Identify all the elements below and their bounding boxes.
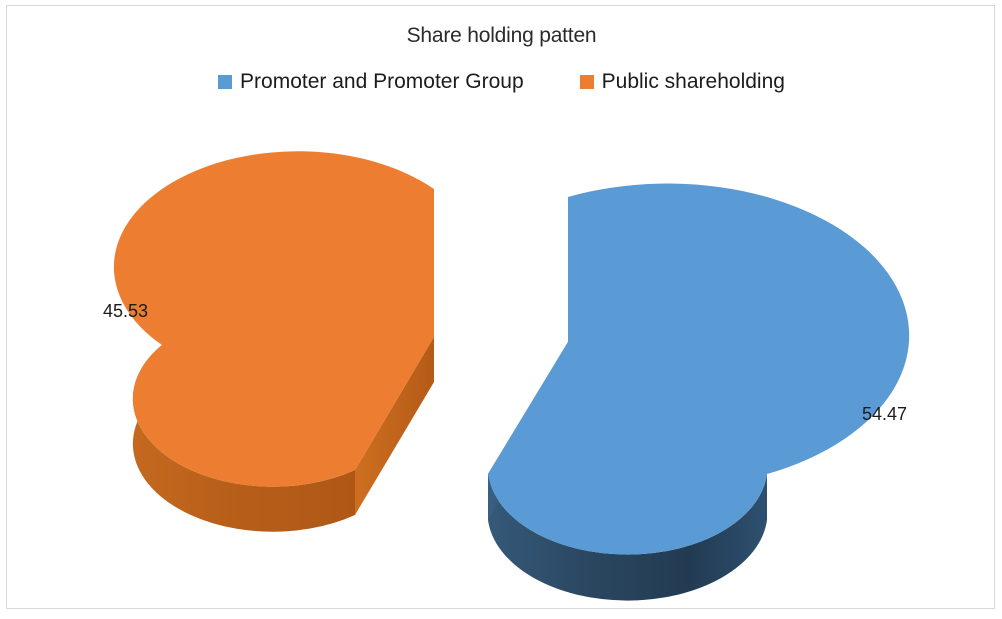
legend-swatch-icon [579,75,594,89]
pie-slice-side-promoter [488,474,767,601]
pie-slice-public-shareholding[interactable] [113,151,435,532]
legend-item-promoter[interactable]: Promoter and Promoter Group [218,70,524,94]
legend-swatch-icon [218,75,233,89]
pie-slice-promoter-group[interactable] [488,183,910,601]
chart-legend: Promoter and Promoter Group Public share… [7,70,996,94]
pie-plot-area: 45.53 54.47 [103,151,910,601]
data-label-public-shareholding: 45.53 [103,301,148,321]
chart-frame: Share holding patten Promoter and Promot… [6,5,995,609]
legend-item-label: Public shareholding [601,70,785,93]
data-label-promoter-group: 54.47 [862,404,907,424]
pie-slice-top-promoter [488,183,910,555]
pie-slice-cut-face-public [355,337,434,515]
legend-item-label: Promoter and Promoter Group [240,70,524,93]
legend-item-public[interactable]: Public shareholding [579,70,785,94]
chart-title: Share holding patten [406,24,597,47]
pie-slice-top-public [113,151,435,487]
pie-slice-side-public [132,345,355,532]
